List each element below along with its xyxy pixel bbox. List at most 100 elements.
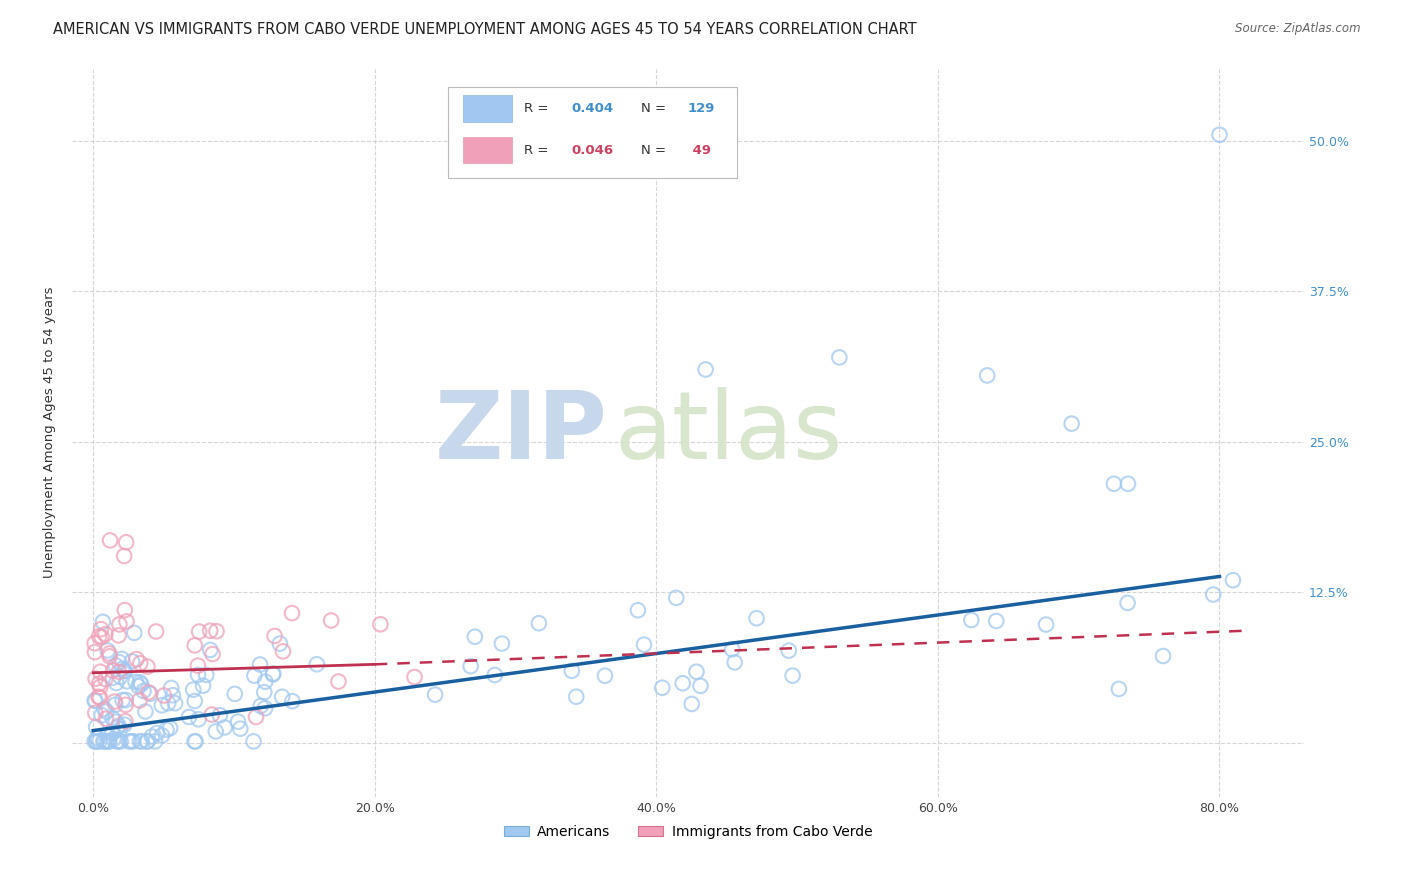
Point [404, 670, 426, 684]
Point [960, 613, 983, 627]
Point [114, 717, 136, 731]
Point [120, 734, 142, 748]
Point [114, 698, 136, 712]
Point [107, 734, 129, 748]
Point [114, 603, 136, 617]
Point [1152, 648, 1174, 663]
Point [94, 712, 117, 726]
Point [460, 659, 482, 673]
Point [132, 684, 155, 698]
Point [134, 705, 156, 719]
Point [651, 681, 673, 695]
Point [1202, 588, 1225, 602]
Point [721, 642, 744, 657]
Point [97, 643, 120, 657]
Point [136, 734, 159, 748]
Point [84, 672, 107, 686]
Point [305, 657, 328, 672]
Point [782, 668, 804, 682]
Y-axis label: Unemployment Among Ages 45 to 54 years: Unemployment Among Ages 45 to 54 years [44, 287, 56, 578]
Point [91, 615, 114, 629]
Point [745, 611, 768, 625]
Point [129, 675, 152, 690]
Point [89, 734, 111, 748]
Point [93, 702, 115, 716]
Point [157, 696, 180, 710]
Point [183, 734, 205, 748]
Point [94, 627, 117, 641]
Point [201, 707, 224, 722]
Point [685, 665, 707, 679]
Point [1060, 417, 1083, 431]
Point [128, 693, 150, 707]
Point [114, 714, 136, 729]
Text: R =: R = [524, 144, 553, 157]
Point [191, 679, 214, 693]
Point [84, 693, 107, 707]
Point [187, 712, 209, 726]
Point [681, 697, 703, 711]
Point [122, 734, 145, 748]
Text: R =: R = [524, 102, 553, 115]
Point [828, 351, 851, 365]
Point [672, 676, 695, 690]
Point [127, 679, 149, 693]
Point [263, 629, 285, 643]
Point [208, 708, 231, 723]
Point [118, 734, 141, 748]
Point [253, 685, 276, 699]
Point [565, 690, 588, 704]
Point [122, 625, 145, 640]
Point [101, 671, 124, 685]
Point [665, 591, 688, 605]
Point [107, 628, 129, 642]
Point [121, 654, 143, 668]
Point [1116, 476, 1139, 491]
Point [98, 647, 121, 661]
Point [104, 698, 127, 712]
Point [108, 665, 131, 679]
Point [103, 732, 125, 747]
Point [328, 674, 350, 689]
Point [214, 721, 236, 735]
Point [131, 734, 153, 748]
Point [627, 603, 650, 617]
Point [163, 696, 186, 710]
Point [114, 664, 136, 678]
Point [205, 624, 228, 639]
Point [98, 734, 121, 748]
Point [262, 666, 284, 681]
FancyBboxPatch shape [463, 95, 512, 121]
Point [108, 617, 131, 632]
Point [111, 693, 134, 707]
Point [87, 690, 110, 704]
FancyBboxPatch shape [449, 87, 737, 178]
Point [778, 643, 800, 657]
Point [146, 726, 169, 740]
Point [105, 734, 128, 748]
Text: AMERICAN VS IMMIGRANTS FROM CABO VERDE UNEMPLOYMENT AMONG AGES 45 TO 54 YEARS CO: AMERICAN VS IMMIGRANTS FROM CABO VERDE U… [53, 22, 917, 37]
Point [141, 730, 163, 744]
Point [125, 674, 148, 689]
Point [262, 667, 284, 681]
Point [162, 688, 184, 702]
Point [97, 734, 120, 748]
Point [1108, 681, 1130, 696]
Point [125, 652, 148, 666]
Point [84, 720, 107, 734]
Point [187, 658, 209, 673]
Point [150, 698, 173, 713]
Point [200, 643, 222, 657]
Point [107, 719, 129, 733]
Point [115, 615, 138, 629]
Point [143, 734, 166, 748]
Point [84, 706, 107, 720]
Point [100, 725, 122, 739]
Point [96, 734, 118, 748]
Point [155, 723, 177, 737]
Point [112, 549, 135, 563]
Legend: Americans, Immigrants from Cabo Verde: Americans, Immigrants from Cabo Verde [498, 820, 877, 845]
Point [249, 657, 271, 672]
Point [89, 690, 111, 705]
Point [204, 724, 226, 739]
